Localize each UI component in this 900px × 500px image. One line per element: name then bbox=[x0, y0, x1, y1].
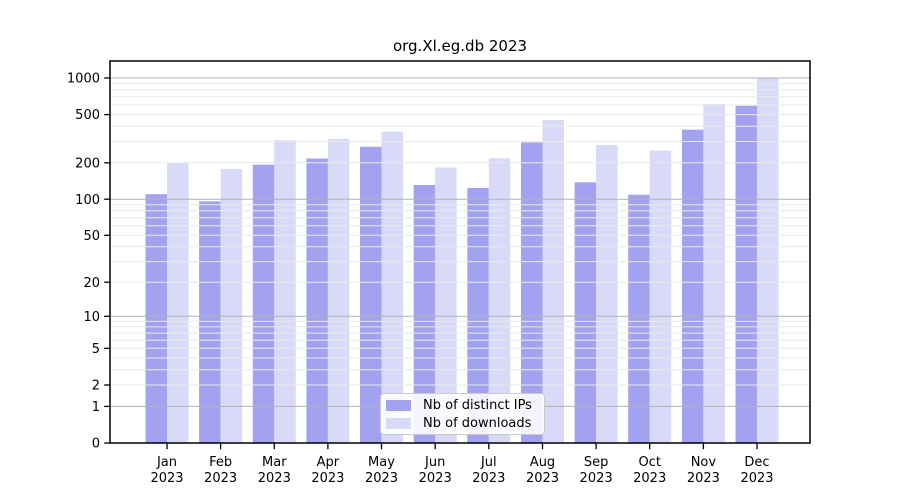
x-tick-label-year-may-2023: 2023 bbox=[365, 471, 398, 486]
chart-title: org.Xl.eg.db 2023 bbox=[392, 37, 528, 55]
y-tick-label-200: 200 bbox=[75, 156, 100, 171]
x-axis: Jan2023Feb2023Mar2023Apr2023May2023Jun20… bbox=[150, 443, 774, 486]
bar-nb-of-distinct-ips-nov-2023 bbox=[681, 129, 704, 443]
bar-nb-of-downloads-jun-2023 bbox=[435, 167, 457, 443]
bar-nb-of-downloads-mar-2023 bbox=[274, 140, 296, 443]
x-tick-label-month-dec-2023: Dec bbox=[744, 455, 769, 470]
bar-nb-of-downloads-may-2023 bbox=[381, 131, 403, 443]
bar-nb-of-distinct-ips-jul-2023 bbox=[467, 187, 489, 443]
bar-nb-of-downloads-jul-2023 bbox=[488, 158, 511, 444]
bar-nb-of-downloads-aug-2023 bbox=[542, 120, 564, 443]
legend-swatch-downloads bbox=[386, 417, 411, 429]
x-tick-label-year-jul-2023: 2023 bbox=[472, 471, 505, 486]
x-tick-label-year-nov-2023: 2023 bbox=[687, 471, 720, 486]
x-tick-label-year-feb-2023: 2023 bbox=[204, 471, 237, 486]
bar-nb-of-distinct-ips-jun-2023 bbox=[413, 185, 436, 443]
bar-nb-of-downloads-nov-2023 bbox=[703, 104, 725, 443]
x-tick-label-month-nov-2023: Nov bbox=[691, 455, 717, 470]
plot-frame bbox=[109, 60, 811, 444]
x-tick-label-month-jan-2023: Jan bbox=[156, 455, 177, 470]
bar-nb-of-distinct-ips-oct-2023 bbox=[628, 194, 650, 443]
legend-swatch-distinct-ips bbox=[386, 399, 411, 411]
y-tick-label-0: 0 bbox=[92, 437, 100, 452]
y-axis: 0 1 2 5 10 20 50 100 200 500 1000 bbox=[67, 72, 110, 452]
bar-nb-of-downloads-oct-2023 bbox=[649, 150, 672, 443]
bar-nb-of-downloads-feb-2023 bbox=[220, 168, 243, 443]
bar-nb-of-distinct-ips-sep-2023 bbox=[574, 182, 597, 444]
x-tick-label-year-jun-2023: 2023 bbox=[419, 471, 452, 486]
x-tick-label-month-sep-2023: Sep bbox=[584, 455, 609, 470]
bar-nb-of-distinct-ips-may-2023 bbox=[360, 146, 382, 444]
y-tick-label-1: 1 bbox=[92, 400, 100, 415]
bar-nb-of-downloads-dec-2023 bbox=[757, 78, 779, 443]
legend-label-downloads: Nb of downloads bbox=[423, 415, 532, 431]
legend-item-distinct-ips: Nb of distinct IPs bbox=[386, 398, 538, 413]
x-tick-label-year-aug-2023: 2023 bbox=[526, 471, 559, 486]
y-tick-label-5: 5 bbox=[92, 342, 100, 357]
y-tick-label-100: 100 bbox=[75, 193, 100, 208]
bar-nb-of-distinct-ips-apr-2023 bbox=[306, 158, 328, 443]
x-tick-label-month-apr-2023: Apr bbox=[317, 455, 340, 470]
y-tick-label-2: 2 bbox=[92, 379, 100, 394]
y-tick-label-10: 10 bbox=[83, 310, 100, 325]
x-tick-label-year-sep-2023: 2023 bbox=[580, 471, 613, 486]
bar-nb-of-downloads-jan-2023 bbox=[167, 162, 189, 444]
y-tick-label-20: 20 bbox=[83, 276, 100, 291]
bar-nb-of-distinct-ips-mar-2023 bbox=[252, 164, 275, 443]
x-tick-label-month-jul-2023: Jul bbox=[480, 455, 497, 470]
x-tick-label-month-feb-2023: Feb bbox=[209, 455, 232, 470]
x-tick-label-year-jan-2023: 2023 bbox=[150, 471, 183, 486]
legend: Nb of distinct IPs Nb of downloads bbox=[380, 393, 545, 435]
x-tick-label-month-may-2023: May bbox=[368, 455, 395, 470]
bar-nb-of-distinct-ips-jan-2023 bbox=[145, 194, 167, 443]
x-tick-label-year-mar-2023: 2023 bbox=[258, 471, 291, 486]
x-tick-label-year-dec-2023: 2023 bbox=[740, 471, 773, 486]
gridlines bbox=[110, 77, 810, 407]
y-tick-label-500: 500 bbox=[75, 108, 100, 123]
x-tick-label-month-aug-2023: Aug bbox=[530, 455, 555, 470]
bar-nb-of-distinct-ips-dec-2023 bbox=[735, 105, 757, 444]
legend-item-downloads: Nb of downloads bbox=[386, 416, 538, 431]
x-tick-label-month-jun-2023: Jun bbox=[424, 455, 445, 470]
x-tick-label-month-mar-2023: Mar bbox=[262, 455, 287, 470]
bar-nb-of-downloads-apr-2023 bbox=[327, 138, 350, 443]
y-tick-label-1000: 1000 bbox=[67, 72, 100, 87]
x-tick-label-month-oct-2023: Oct bbox=[638, 455, 660, 470]
x-tick-label-year-apr-2023: 2023 bbox=[311, 471, 344, 486]
bar-nb-of-downloads-sep-2023 bbox=[596, 145, 618, 443]
y-tick-label-50: 50 bbox=[83, 229, 100, 244]
legend-label-distinct-ips: Nb of distinct IPs bbox=[423, 397, 532, 413]
x-tick-label-year-oct-2023: 2023 bbox=[633, 471, 666, 486]
